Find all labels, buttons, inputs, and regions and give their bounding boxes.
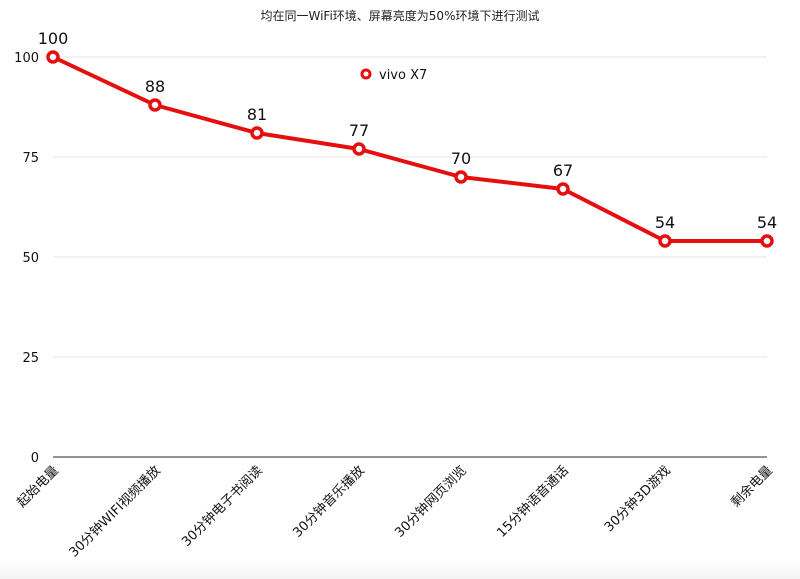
legend-label: vivo X7 xyxy=(379,68,427,83)
x-tick-label: 30分钟3D游戏 xyxy=(601,463,674,536)
chart-title: 均在同一WiFi环境、屏幕亮度为50%环境下进行测试 xyxy=(261,8,540,23)
data-point-marker xyxy=(760,234,774,248)
legend-marker-icon xyxy=(360,68,372,80)
x-tick-label: 起始电量 xyxy=(14,463,61,510)
data-point-marker xyxy=(556,182,570,196)
data-label: 81 xyxy=(247,105,267,124)
x-tick-label: 30分钟网页浏览 xyxy=(392,463,470,541)
y-tick-label: 25 xyxy=(22,351,39,366)
y-tick-label: 50 xyxy=(22,251,39,266)
data-point-marker xyxy=(250,126,264,140)
bottom-fade xyxy=(0,561,800,579)
data-label: 70 xyxy=(451,149,471,168)
data-label: 77 xyxy=(349,121,369,140)
data-label: 100 xyxy=(38,29,69,48)
data-point-marker xyxy=(454,170,468,184)
series-line xyxy=(52,55,767,243)
x-tick-label: 30分钟电子书阅读 xyxy=(178,463,265,550)
y-tick-label: 100 xyxy=(14,51,39,66)
data-point-marker xyxy=(148,98,162,112)
x-tick-label: 30分钟音乐播放 xyxy=(290,463,368,541)
x-tick-label: 30分钟WIFI视频播放 xyxy=(66,463,164,561)
data-label: 67 xyxy=(553,161,573,180)
data-label: 54 xyxy=(655,213,675,232)
x-tick-label: 15分钟语音通话 xyxy=(494,463,572,541)
data-label: 54 xyxy=(757,213,777,232)
data-point-marker xyxy=(46,50,60,64)
x-tick-label: 剩余电量 xyxy=(728,463,776,511)
data-point-marker xyxy=(658,234,672,248)
y-tick-label: 0 xyxy=(31,451,39,466)
y-tick-label: 75 xyxy=(22,151,39,166)
data-point-marker xyxy=(352,142,366,156)
data-label: 88 xyxy=(145,77,165,96)
